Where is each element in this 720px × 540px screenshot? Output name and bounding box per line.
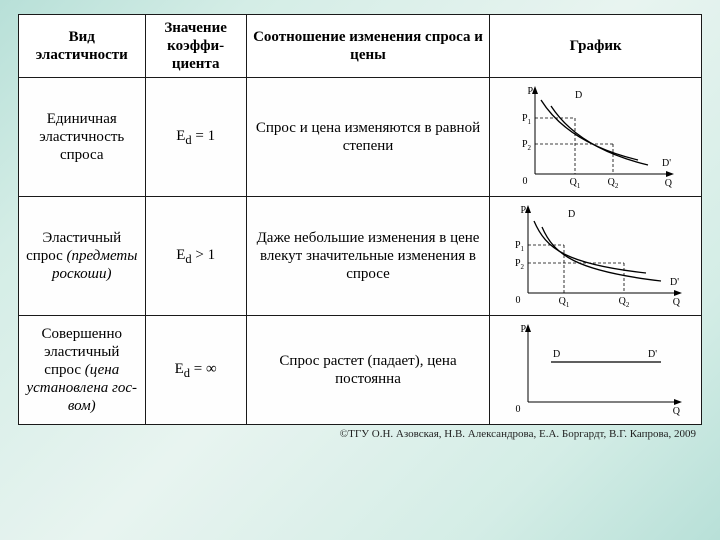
coefficient-value: Ed = ∞ [145,316,246,425]
svg-text:Q: Q [665,178,673,189]
header-desc: Соотношение изменения спроса и цены [246,15,490,78]
credit-line: ©ТГУ О.Н. Азовская, Н.В. Александрова, Е… [18,425,702,440]
description: Даже небольшие изменения в цене влекут з… [246,197,490,316]
coefficient-value: Ed = 1 [145,78,246,197]
svg-text:P: P [528,86,534,97]
header-type: Вид эластичности [19,15,146,78]
elasticity-type: Эластичный спрос (предметы роскоши) [19,197,146,316]
chart-cell: P Q 0 D D' P1 P2 Q1 Q2 [490,78,702,197]
svg-text:D: D [553,349,560,360]
description: Спрос и цена изменяются в равной степени [246,78,490,197]
svg-text:P2: P2 [515,258,525,271]
svg-text:0: 0 [515,295,520,306]
svg-text:D': D' [670,277,679,288]
svg-text:Q: Q [672,297,680,308]
chart-cell: P Q 0 D D' [490,316,702,425]
elasticity-type: Совершенно эластичный спрос (цена устано… [19,316,146,425]
elasticity-type: Единичная эластичность спроса [19,78,146,197]
table-row: Совершенно эластичный спрос (цена устано… [19,316,702,425]
svg-text:D: D [575,90,582,101]
coefficient-value: Ed > 1 [145,197,246,316]
svg-text:D': D' [648,349,657,360]
svg-text:P: P [520,324,526,335]
table-row: Эластичный спрос (предметы роскоши)Ed > … [19,197,702,316]
svg-text:0: 0 [523,176,528,187]
elasticity-table: Вид эластичности Значение коэффи-циента … [18,14,702,425]
header-coef: Значение коэффи-циента [145,15,246,78]
svg-text:P1: P1 [515,240,525,253]
svg-text:Q2: Q2 [608,177,619,190]
table-row: Единичная эластичность спросаEd = 1Спрос… [19,78,702,197]
svg-text:Q: Q [672,406,680,417]
svg-text:0: 0 [515,404,520,415]
svg-text:Q1: Q1 [570,177,581,190]
svg-text:Q1: Q1 [558,296,569,309]
svg-text:D': D' [662,158,671,169]
svg-text:P2: P2 [522,139,532,152]
header-row: Вид эластичности Значение коэффи-циента … [19,15,702,78]
svg-text:D: D [568,209,575,220]
svg-text:Q2: Q2 [618,296,629,309]
description: Спрос растет (падает), цена постоянна [246,316,490,425]
chart-cell: P Q 0 D D' P1 P2 Q1 Q2 [490,197,702,316]
svg-text:P: P [520,205,526,216]
header-graph: График [490,15,702,78]
svg-text:P1: P1 [522,113,532,126]
